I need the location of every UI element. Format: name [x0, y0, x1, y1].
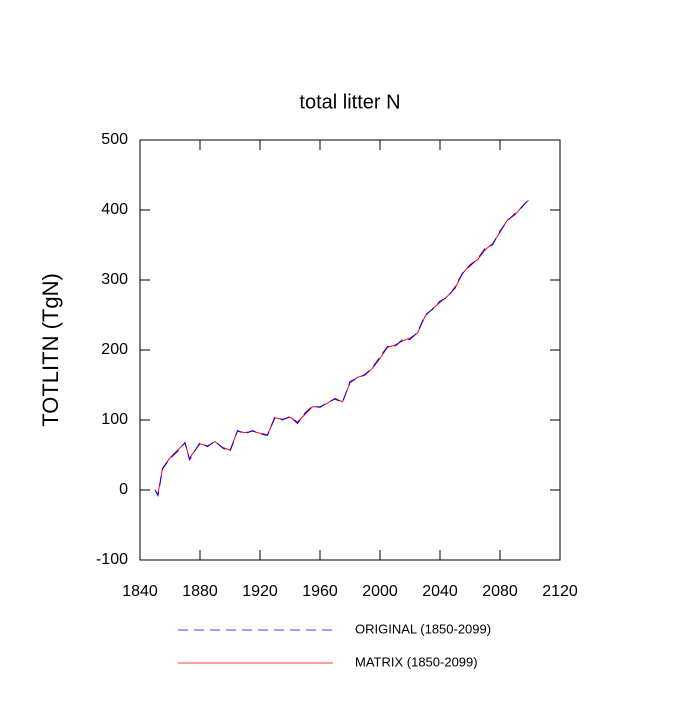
- legend-label: MATRIX (1850-2099): [355, 654, 478, 669]
- y-axis-label: TOTLITN (TgN): [38, 273, 63, 427]
- x-tick-label: 1960: [302, 583, 338, 600]
- x-tick-label: 2080: [482, 583, 518, 600]
- x-tick-label: 1920: [242, 583, 278, 600]
- x-tick-label: 2000: [362, 583, 398, 600]
- y-tick-label: 500: [101, 131, 128, 148]
- plot-frame: [139, 139, 561, 561]
- legend-label: ORIGINAL (1850-2099): [355, 621, 491, 636]
- series-line: [154, 199, 529, 498]
- x-tick-label: 1840: [122, 583, 158, 600]
- series-line: [154, 199, 529, 496]
- x-tick-label: 2040: [422, 583, 458, 600]
- x-tick-label: 1880: [182, 583, 218, 600]
- chart-title: total litter N: [299, 91, 400, 113]
- y-tick-label: 0: [119, 481, 128, 498]
- y-tick-label: 100: [101, 411, 128, 428]
- y-tick-label: 200: [101, 341, 128, 358]
- y-tick-label: 400: [101, 201, 128, 218]
- y-tick-label: 300: [101, 271, 128, 288]
- x-tick-label: 2120: [542, 583, 578, 600]
- y-tick-label: -100: [96, 551, 128, 568]
